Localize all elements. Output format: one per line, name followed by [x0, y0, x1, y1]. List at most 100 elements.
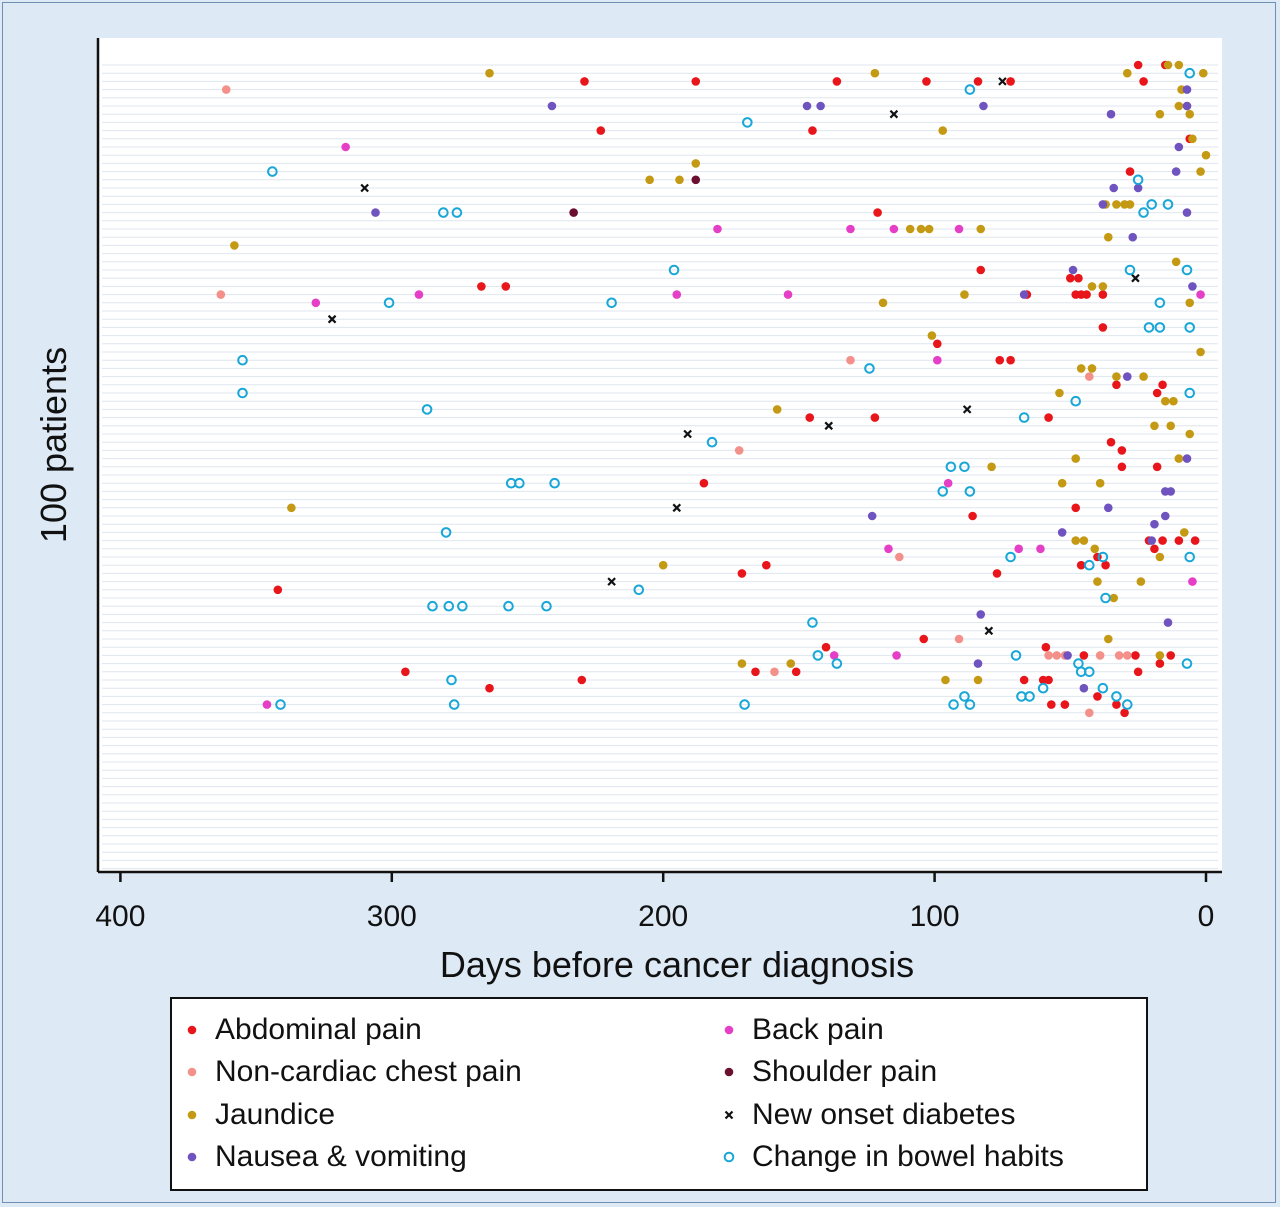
data-point: [1185, 298, 1195, 308]
data-point: [1198, 68, 1208, 78]
data-point: [1184, 387, 1196, 399]
data-point: [1155, 109, 1165, 119]
data-point: [922, 77, 931, 86]
data-point: [1188, 577, 1197, 586]
data-point: [959, 691, 970, 702]
data-point: [672, 503, 682, 513]
data-point: [1101, 560, 1110, 570]
data-point: [1152, 388, 1162, 398]
data-point: [1076, 364, 1086, 373]
data-point: [1147, 536, 1157, 545]
data-point: [824, 421, 834, 431]
data-point: [606, 297, 617, 309]
legend-marker: [187, 1067, 197, 1077]
data-point: [937, 486, 949, 497]
data-point: [327, 314, 337, 324]
data-point: [892, 651, 901, 660]
data-point: [448, 699, 460, 710]
data-point: [737, 659, 747, 668]
data-point: [1044, 675, 1053, 685]
data-point: [1112, 200, 1121, 209]
data-point: [275, 699, 286, 710]
data-point: [485, 683, 494, 693]
data-point: [821, 642, 831, 652]
data-point: [1070, 395, 1082, 407]
data-point: [1155, 552, 1165, 562]
data-point: [1079, 536, 1089, 545]
data-point: [1087, 364, 1097, 373]
data-point: [954, 224, 964, 234]
data-point: [1150, 519, 1159, 529]
data-point: [443, 600, 455, 612]
legend: Abdominal pain Non-cardiac chest pain Jaun…: [170, 997, 1148, 1191]
data-point: [1150, 421, 1159, 431]
data-point: [829, 651, 839, 660]
legend-item: New onset diabetes: [709, 1095, 1016, 1135]
data-point: [1160, 511, 1170, 521]
data-point: [514, 477, 525, 489]
data-point: [1185, 109, 1195, 119]
data-point: [1155, 651, 1165, 660]
data-point: [770, 667, 779, 677]
data-point: [959, 461, 970, 473]
data-point: [668, 264, 680, 276]
data-point: [1154, 322, 1166, 333]
data-point: [360, 183, 369, 193]
data-point: [1100, 592, 1111, 604]
data-point: [1098, 282, 1108, 291]
data-point: [948, 699, 959, 710]
data-point: [1097, 551, 1109, 563]
data-point: [1201, 150, 1211, 160]
legend-marker: [187, 1110, 197, 1119]
data-point: [807, 617, 818, 628]
data-point: [1112, 700, 1121, 709]
data-point: [805, 413, 815, 422]
data-point: [964, 699, 976, 710]
data-point: [1122, 68, 1132, 78]
data-point: [1188, 282, 1197, 291]
data-point: [1037, 682, 1049, 694]
legend-marker: [187, 1152, 197, 1162]
data-point: [878, 298, 888, 308]
data-point: [1171, 167, 1181, 176]
data-point: [1097, 682, 1109, 694]
data-point: [889, 109, 899, 119]
data-point: [1181, 658, 1193, 669]
legend-marker: [724, 1067, 734, 1077]
data-point: [924, 224, 934, 234]
data-point: [919, 634, 929, 644]
data-point: [1131, 651, 1140, 660]
series-change-in-bowel-habits: [237, 67, 1196, 710]
data-point: [941, 675, 950, 685]
data-point: [1120, 708, 1129, 718]
data-point: [889, 224, 899, 234]
data-point: [1138, 207, 1149, 218]
data-point: [831, 658, 843, 669]
data-point: [1182, 208, 1192, 217]
data-point: [979, 101, 988, 111]
legend-symbol: [187, 1025, 197, 1035]
data-point: [1063, 651, 1072, 660]
legend-symbol: [187, 1152, 197, 1162]
data-point: [427, 600, 438, 612]
data-point: [1174, 454, 1184, 463]
data-point: [742, 117, 753, 128]
data-point: [1006, 355, 1015, 365]
data-point: [1196, 167, 1205, 176]
data-point: [1083, 666, 1095, 678]
x-tick-label: 200: [638, 900, 688, 933]
legend-marker: [724, 1025, 734, 1035]
data-point: [867, 511, 877, 521]
data-point: [1182, 85, 1192, 94]
data-point: [477, 282, 486, 291]
data-point: [1163, 60, 1173, 70]
y-axis-title: 100 patients: [33, 347, 74, 543]
data-point: [1071, 454, 1081, 463]
x-tick-label: 100: [910, 900, 960, 933]
data-point: [1057, 478, 1067, 488]
data-point: [916, 224, 926, 234]
data-point: [1112, 372, 1121, 381]
data-point: [976, 610, 986, 619]
data-point: [802, 101, 812, 111]
data-point: [945, 461, 957, 473]
